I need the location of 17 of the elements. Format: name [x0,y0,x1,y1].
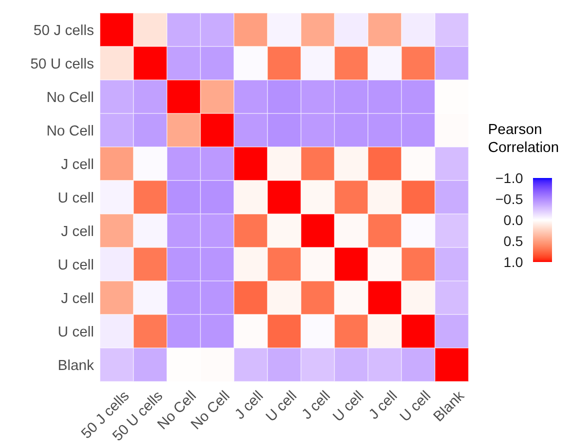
y-tick-label: 50 U cells [30,56,94,72]
color-bar-label: −1.0 [495,170,524,186]
y-tick-label: U cell [58,257,94,274]
color-bar-label: 1.0 [504,254,524,270]
color-bar-label: 0.5 [504,232,524,249]
y-tick-label: No Cell [46,90,94,106]
y-tick-label: Blank [58,358,95,374]
y-tick-label: J cell [60,156,94,173]
color-bar-label: −0.5 [495,190,524,207]
y-tick-label: J cell [60,224,94,240]
y-tick-label: 50 J cells [34,22,94,39]
y-tick-label: J cell [60,290,94,307]
y-tick-label: U cell [58,324,94,340]
color-bar-title: Pearson Correlation [488,122,559,156]
y-tick-label: No Cell [46,123,94,140]
color-bar-label: 0.0 [504,212,524,228]
y-tick-label: U cell [58,190,94,206]
